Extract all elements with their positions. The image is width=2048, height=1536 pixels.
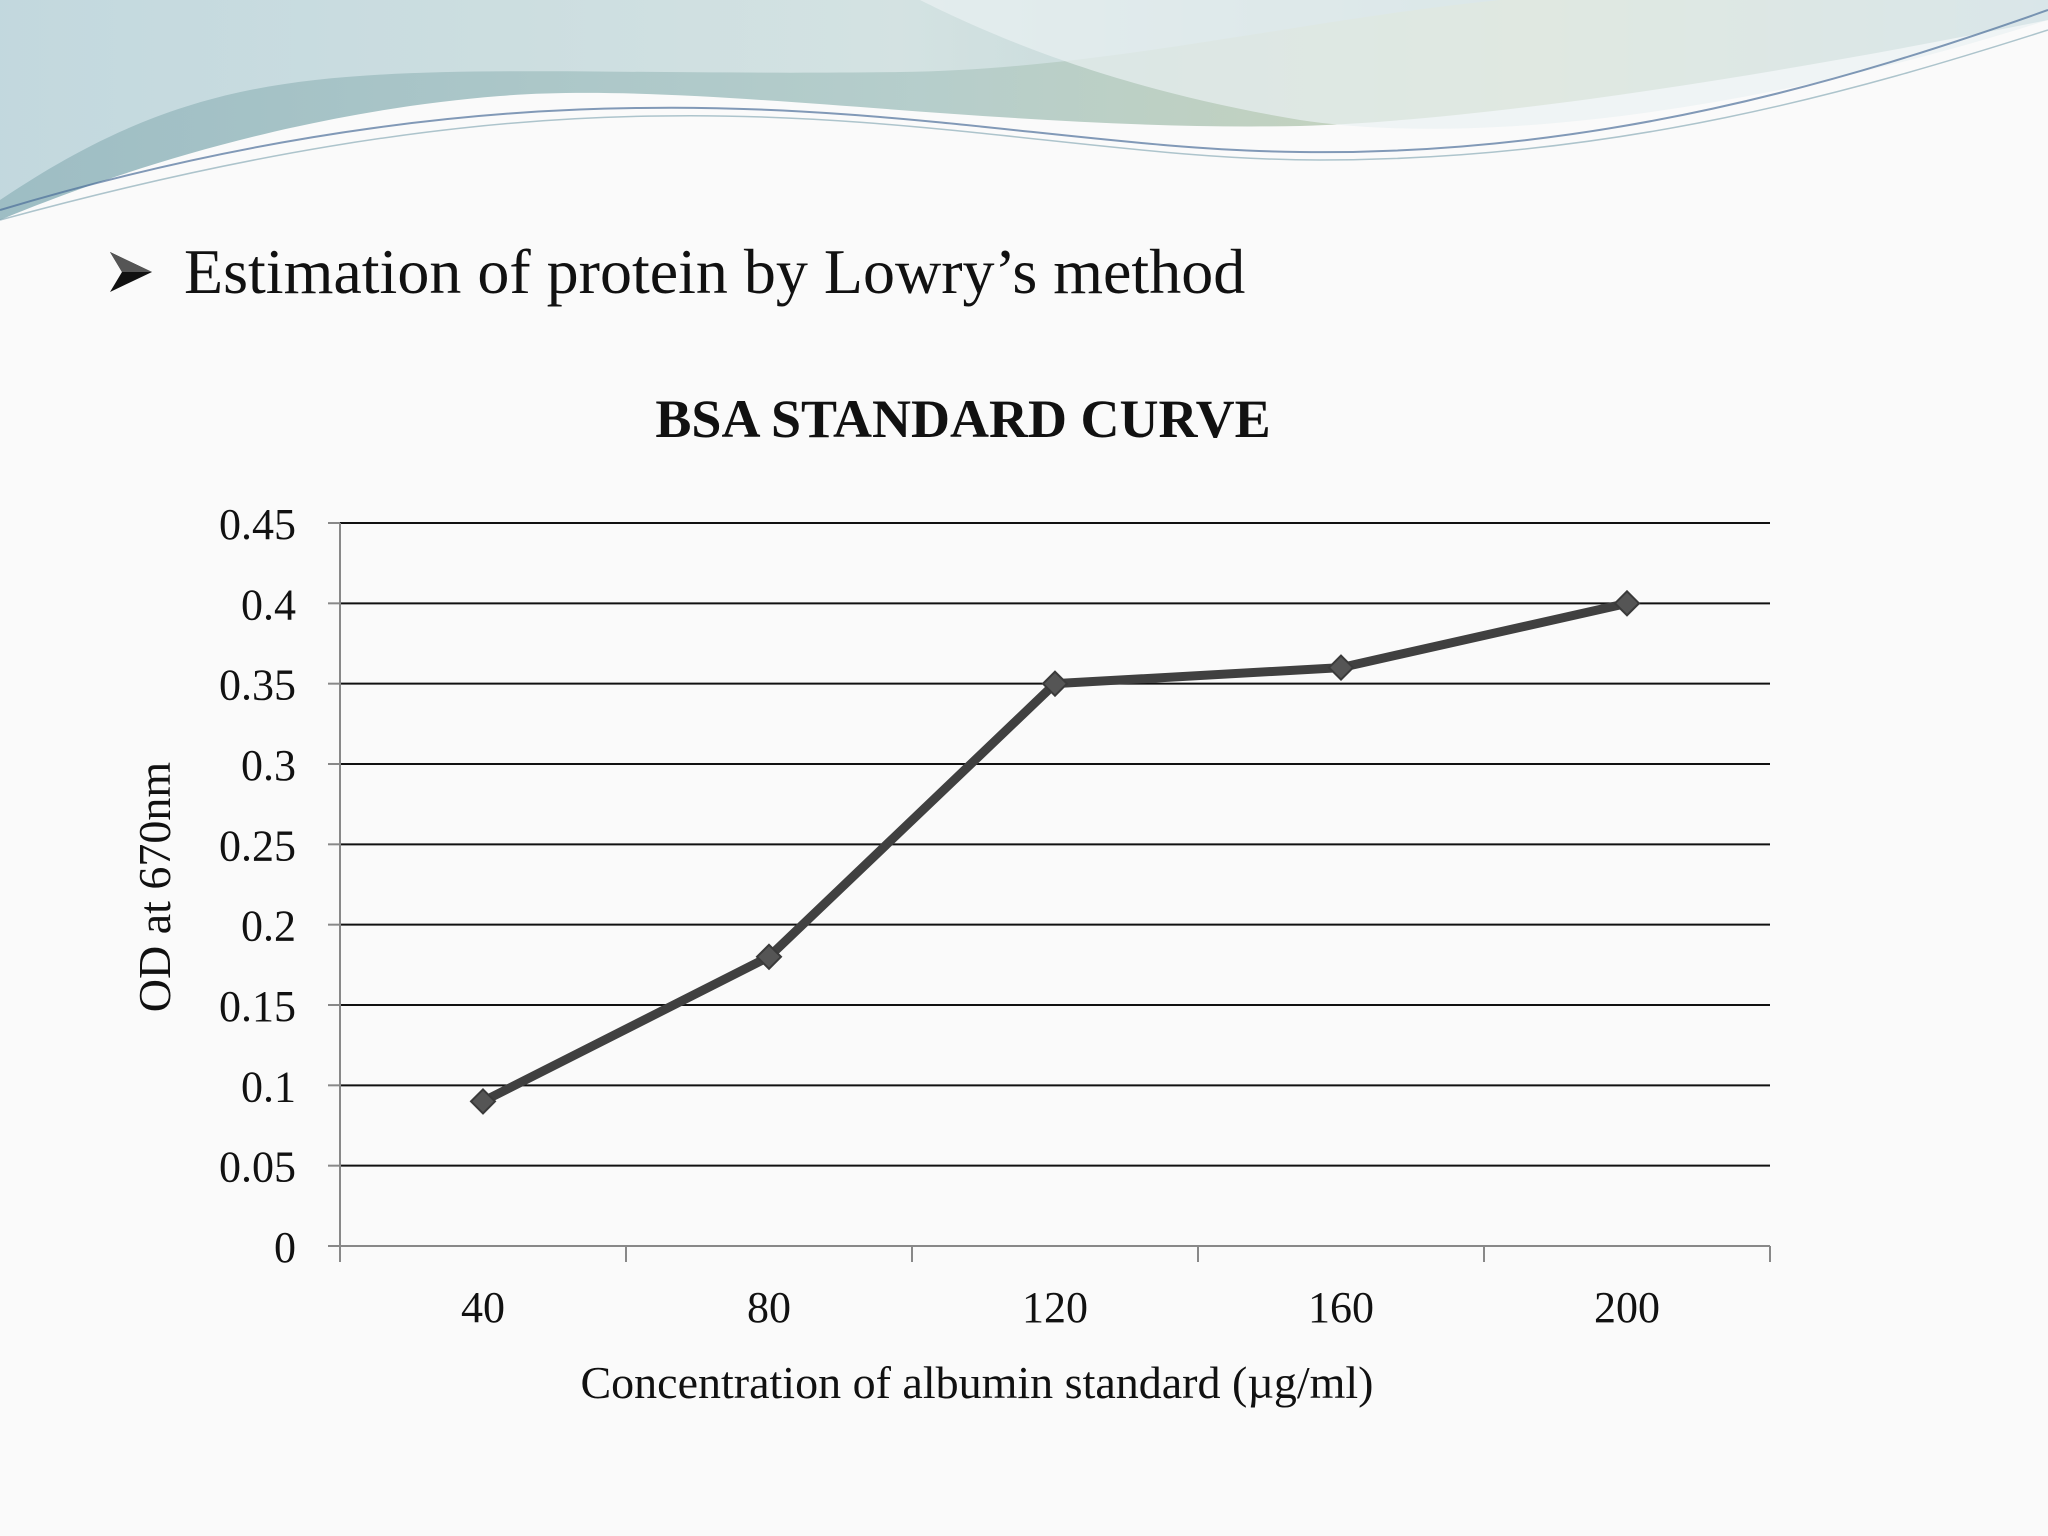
x-tick-label: 160	[1308, 1283, 1374, 1332]
data-point-marker	[1041, 670, 1069, 698]
data-point-marker	[1327, 654, 1355, 682]
x-axis-label: Concentration of albumin standard (µg/ml…	[581, 1357, 1374, 1408]
banner-line	[0, 9, 2048, 211]
y-tick-label: 0.25	[219, 821, 296, 870]
banner-line-2	[0, 29, 2048, 221]
decorative-wave-banner	[0, 0, 2048, 221]
y-tick-label: 0.35	[219, 661, 296, 710]
bullet-item: Estimation of protein by Lowry’s method	[108, 232, 1245, 312]
y-tick-label: 0.2	[241, 902, 296, 951]
y-tick-label: 0	[274, 1223, 296, 1272]
y-tick-label: 0.3	[241, 741, 296, 790]
x-tick-labels: 40 80 120 160 200	[461, 1283, 1660, 1332]
y-tick-label: 0.05	[219, 1143, 296, 1192]
y-tick-label: 0.45	[219, 500, 296, 549]
y-tick-labels: 0 0.05 0.1 0.15 0.2 0.25 0.3 0.35 0.4 0.45	[219, 500, 296, 1272]
banner-highlight	[920, 0, 2048, 129]
data-point-marker	[1613, 589, 1641, 617]
x-tick-label: 120	[1022, 1283, 1088, 1332]
x-tick-label: 40	[461, 1283, 505, 1332]
x-tick-label: 80	[747, 1283, 791, 1332]
gridlines	[340, 522, 1770, 1167]
arrowhead-bullet-icon	[110, 252, 152, 292]
y-axis-label: OD at 670nm	[129, 762, 180, 1013]
series-group	[469, 589, 1641, 1115]
y-tick-label: 0.4	[241, 580, 296, 629]
x-tick-label: 200	[1594, 1283, 1660, 1332]
chart-title: BSA STANDARD CURVE	[655, 389, 1270, 449]
x-axis	[328, 522, 1771, 1262]
y-tick-label: 0.15	[219, 982, 296, 1031]
y-tick-label: 0.1	[241, 1062, 296, 1111]
bullet-text: Estimation of protein by Lowry’s method	[184, 236, 1246, 307]
data-point-marker	[469, 1087, 497, 1115]
data-point-marker	[755, 943, 783, 971]
